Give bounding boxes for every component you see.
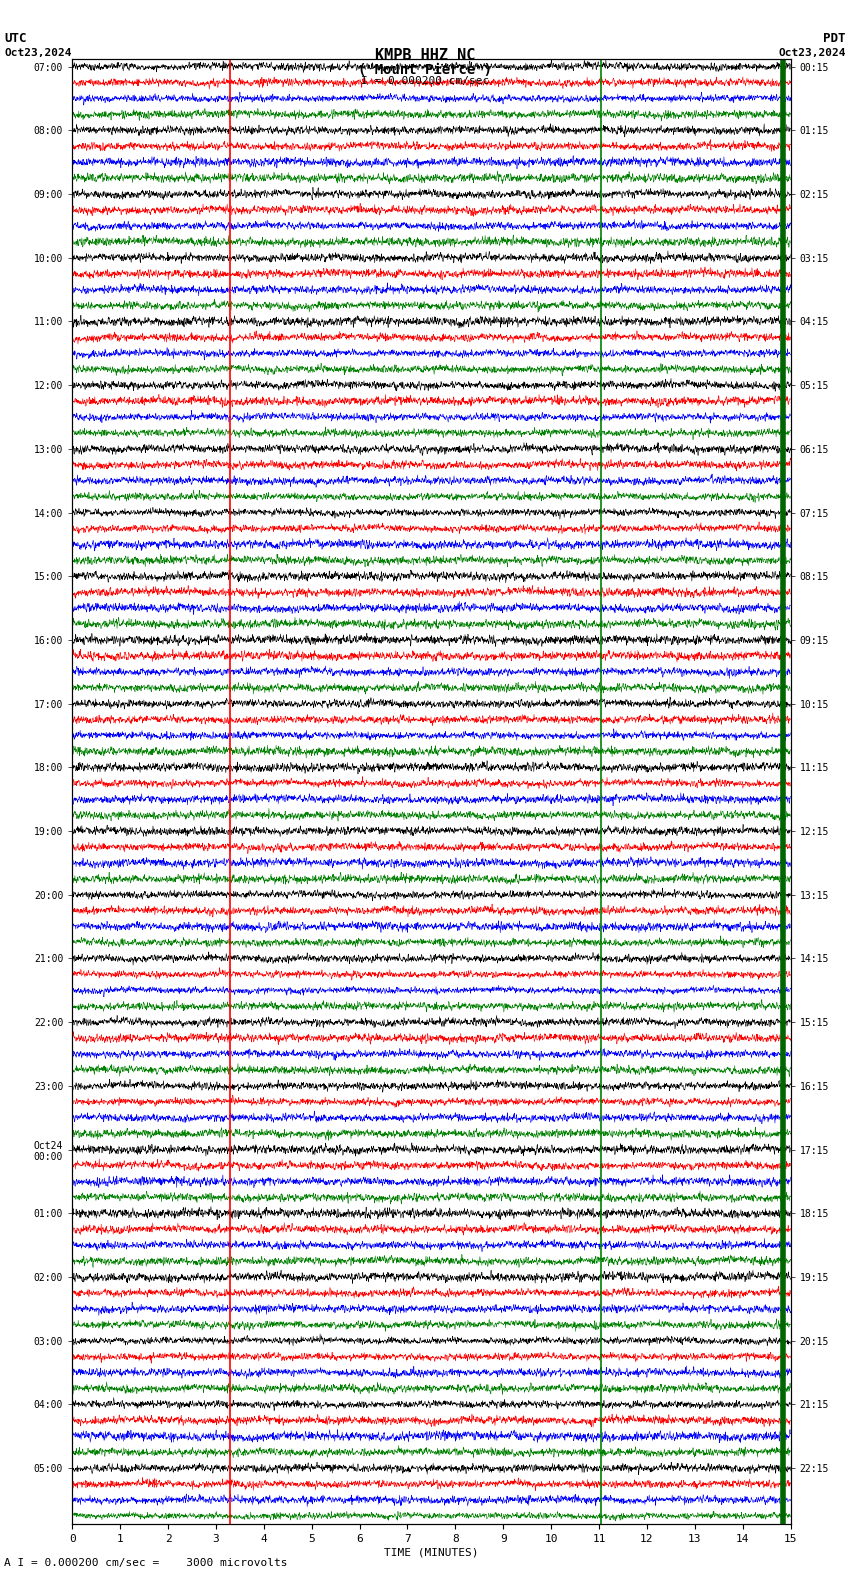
Text: KMPB HHZ NC: KMPB HHZ NC xyxy=(375,48,475,62)
Text: I = 0.000200 cm/sec: I = 0.000200 cm/sec xyxy=(361,76,489,86)
Text: Oct23,2024: Oct23,2024 xyxy=(779,48,846,57)
X-axis label: TIME (MINUTES): TIME (MINUTES) xyxy=(384,1548,479,1557)
Text: Oct23,2024: Oct23,2024 xyxy=(4,48,71,57)
Text: ( Mount Pierce ): ( Mount Pierce ) xyxy=(358,63,492,78)
Text: PDT: PDT xyxy=(824,32,846,44)
Text: UTC: UTC xyxy=(4,32,26,44)
Text: A I = 0.000200 cm/sec =    3000 microvolts: A I = 0.000200 cm/sec = 3000 microvolts xyxy=(4,1559,288,1568)
